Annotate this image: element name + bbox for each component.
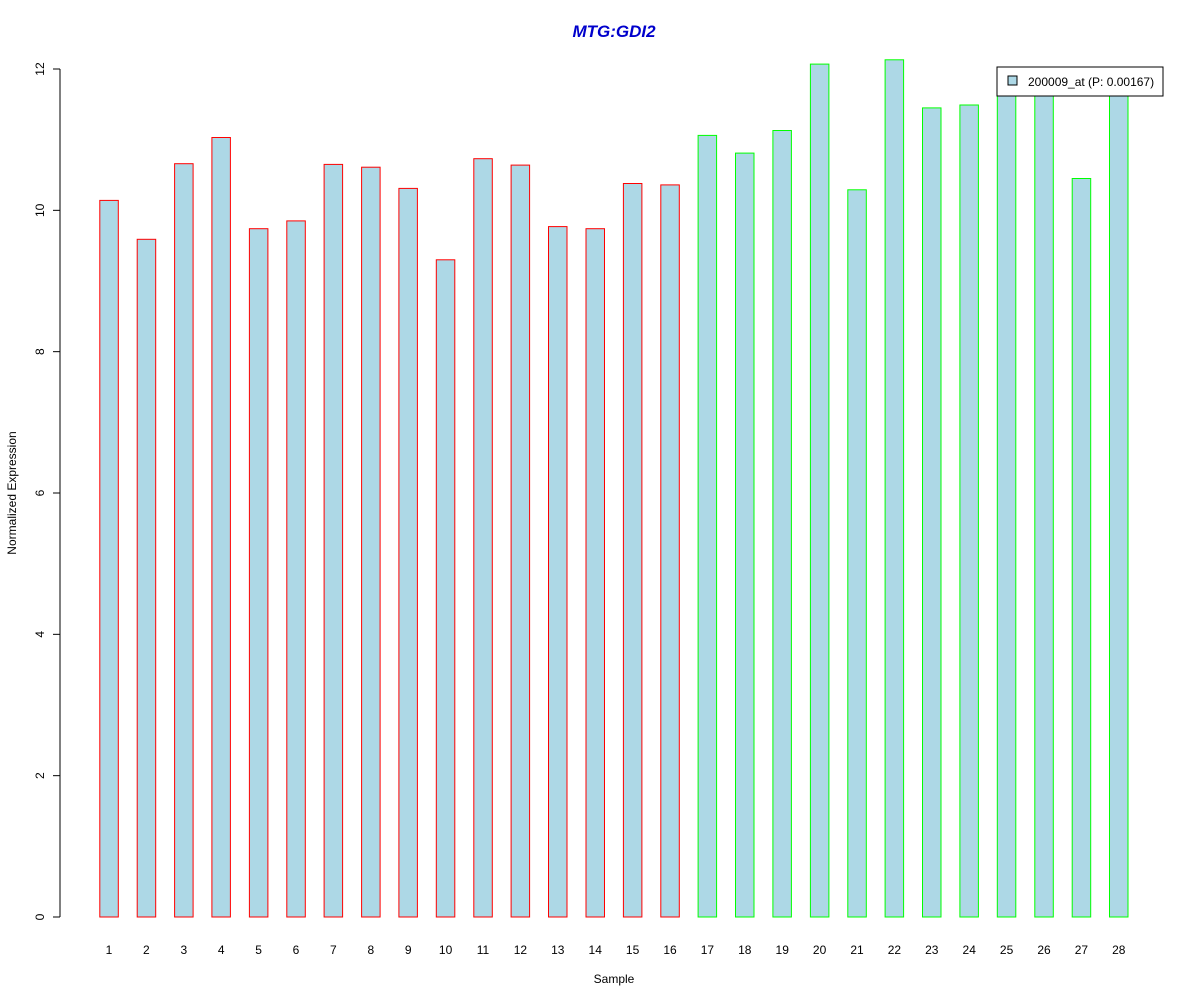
bar bbox=[996, 86, 1017, 918]
chart-title: MTG:GDI2 bbox=[572, 22, 656, 41]
x-tick-label: 21 bbox=[850, 943, 864, 957]
y-tick-label: 0 bbox=[33, 913, 47, 920]
y-tick-label: 10 bbox=[33, 203, 47, 217]
x-tick-label: 20 bbox=[813, 943, 827, 957]
bar bbox=[548, 226, 568, 918]
legend-swatch bbox=[1007, 75, 1018, 86]
y-tick-label: 4 bbox=[33, 631, 47, 638]
x-axis-label: Sample bbox=[594, 972, 635, 986]
bar bbox=[398, 187, 418, 918]
bar bbox=[847, 189, 867, 918]
bar bbox=[809, 63, 830, 918]
bar bbox=[660, 184, 680, 918]
bar bbox=[735, 152, 755, 918]
bar bbox=[922, 107, 942, 918]
x-tick-label: 14 bbox=[589, 943, 603, 957]
x-tick-label: 19 bbox=[776, 943, 790, 957]
x-tick-label: 1 bbox=[106, 943, 113, 957]
x-tick-label: 17 bbox=[701, 943, 715, 957]
bar bbox=[772, 130, 792, 918]
x-tick-label: 12 bbox=[514, 943, 528, 957]
x-tick-label: 16 bbox=[663, 943, 677, 957]
x-tick-label: 10 bbox=[439, 943, 453, 957]
x-tick-label: 13 bbox=[551, 943, 565, 957]
bar bbox=[1034, 82, 1054, 918]
bar bbox=[211, 137, 231, 918]
x-tick-label: 23 bbox=[925, 943, 939, 957]
x-tick-label: 27 bbox=[1075, 943, 1089, 957]
bar bbox=[435, 259, 456, 918]
bar bbox=[99, 199, 119, 918]
bar bbox=[959, 104, 979, 918]
bar bbox=[286, 220, 306, 918]
bar bbox=[585, 228, 605, 918]
x-tick-label: 5 bbox=[255, 943, 262, 957]
x-tick-label: 4 bbox=[218, 943, 225, 957]
x-tick-label: 8 bbox=[367, 943, 374, 957]
bars bbox=[99, 59, 1129, 918]
x-tick-label: 9 bbox=[405, 943, 412, 957]
x-tick-label: 18 bbox=[738, 943, 752, 957]
x-tick-label: 7 bbox=[330, 943, 337, 957]
bar bbox=[1071, 178, 1092, 918]
x-tick-label: 28 bbox=[1112, 943, 1126, 957]
bar bbox=[136, 238, 157, 918]
x-tick-labels: 1 2 3 4 5 6 7 8 9 10 11 12 13 14 15 16 17 18 19 20 21 22 23 24 2… bbox=[106, 943, 1126, 957]
x-tick-label: 11 bbox=[477, 943, 490, 957]
x-tick-label: 24 bbox=[963, 943, 977, 957]
bar bbox=[473, 158, 493, 918]
bar bbox=[323, 163, 344, 918]
x-tick-label: 25 bbox=[1000, 943, 1014, 957]
y-axis-label: Normalized Expression bbox=[5, 431, 19, 554]
x-tick-label: 2 bbox=[143, 943, 150, 957]
y-tick-label: 2 bbox=[33, 772, 47, 779]
x-tick-label: 26 bbox=[1037, 943, 1051, 957]
y-tick-label: 6 bbox=[33, 489, 47, 496]
legend-label: 200009_at (P: 0.00167) bbox=[1028, 75, 1154, 89]
bar bbox=[174, 163, 194, 918]
x-tick-label: 22 bbox=[888, 943, 902, 957]
bar bbox=[361, 166, 381, 918]
y-tick-label: 12 bbox=[33, 62, 47, 76]
x-tick-label: 15 bbox=[626, 943, 640, 957]
y-tick-label: 8 bbox=[33, 348, 47, 355]
x-tick-label: 3 bbox=[180, 943, 187, 957]
y-axis: 0 2 4 6 8 10 12 bbox=[33, 62, 61, 920]
legend: 200009_at (P: 0.00167) bbox=[996, 66, 1164, 97]
x-tick-label: 6 bbox=[293, 943, 300, 957]
legend-box bbox=[996, 66, 1164, 97]
bar bbox=[1109, 86, 1129, 918]
bar bbox=[248, 228, 269, 918]
bar bbox=[510, 164, 531, 918]
bar bbox=[622, 183, 643, 918]
bar bbox=[697, 134, 718, 918]
bar bbox=[884, 59, 905, 918]
